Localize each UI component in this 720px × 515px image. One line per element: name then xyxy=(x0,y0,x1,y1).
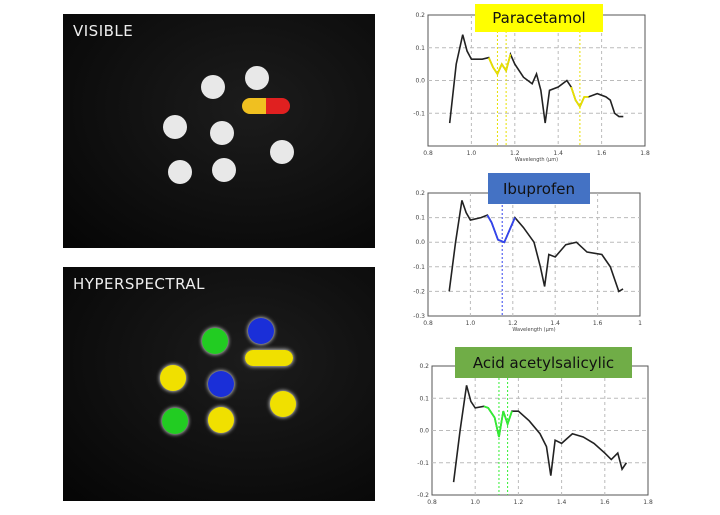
x-tick-label: 1.6 xyxy=(593,320,603,327)
spectrum-line xyxy=(448,34,624,124)
paracetamol-chart: 0.8 1.0 1.2 1.4 1.6 1.8 -0.1 0.0 0.1 0.2 Wavelengt… xyxy=(406,11,653,166)
pill xyxy=(248,318,274,344)
hyperspectral-photo: HYPERSPECTRAL xyxy=(63,267,375,501)
highlight-band xyxy=(487,54,512,76)
pill xyxy=(201,75,225,99)
x-tick-label: 1.6 xyxy=(597,150,607,157)
ibuprofen-chart: 0.8 1.0 1.2 1.4 1.6 1 -0.3 -0.2 -0.1 0.0 0.1 0.2 Wav… xyxy=(406,189,648,336)
spectrum-line xyxy=(452,385,628,483)
pill xyxy=(270,391,296,417)
pill xyxy=(245,66,269,90)
pill xyxy=(160,365,186,391)
x-tick-label: 1.2 xyxy=(508,320,518,327)
pill xyxy=(163,115,187,139)
pill xyxy=(270,140,294,164)
x-tick-label: 1.2 xyxy=(514,499,524,506)
y-tick-label: 0.0 xyxy=(419,428,429,435)
y-tick-label: 0.1 xyxy=(415,215,425,222)
x-tick-label: 1.2 xyxy=(510,150,520,157)
acetylsalicylic-chart: 0.8 1.0 1.2 1.4 1.6 1.8 -0.2 -0.1 0.0 0.1 0.2 xyxy=(410,362,656,515)
highlight-band xyxy=(483,405,513,438)
pill xyxy=(162,408,188,434)
y-tick-label: -0.1 xyxy=(413,264,425,271)
pill xyxy=(208,371,234,397)
x-tick-label: 1 xyxy=(638,320,642,327)
capsule xyxy=(242,98,290,114)
x-tick-label: 0.8 xyxy=(427,499,437,506)
x-tick-label: 1.6 xyxy=(600,499,610,506)
x-axis-label: Wavelength (µm) xyxy=(512,327,555,332)
acetylsalicylic-label: Acid acetylsalicylic xyxy=(455,347,632,378)
y-tick-label: -0.1 xyxy=(413,110,425,117)
spectrum-line xyxy=(448,200,624,293)
y-tick-label: 0.0 xyxy=(415,239,425,246)
x-tick-label: 1.4 xyxy=(550,320,560,327)
pill xyxy=(210,121,234,145)
y-tick-label: 0.2 xyxy=(415,12,425,19)
y-tick-label: 0.2 xyxy=(419,363,429,370)
y-tick-label: -0.1 xyxy=(417,460,429,467)
ibuprofen-label: Ibuprofen xyxy=(488,173,590,204)
highlight-band xyxy=(486,214,516,244)
capsule xyxy=(245,350,293,366)
x-tick-label: 1.0 xyxy=(466,320,476,327)
paracetamol-label: Paracetamol xyxy=(475,4,603,32)
y-tick-label: -0.2 xyxy=(413,288,425,295)
pill xyxy=(208,407,234,433)
x-tick-label: 0.8 xyxy=(423,150,433,157)
y-tick-label: 0.1 xyxy=(419,395,429,402)
y-tick-label: 0.0 xyxy=(415,78,425,85)
highlight-band xyxy=(570,86,589,109)
pill xyxy=(168,160,192,184)
x-tick-label: 1.4 xyxy=(557,499,567,506)
y-tick-label: 0.1 xyxy=(415,45,425,52)
x-tick-label: 1.4 xyxy=(553,150,563,157)
visible-title: VISIBLE xyxy=(73,22,134,40)
y-tick-label: 0.2 xyxy=(415,190,425,197)
x-tick-label: 1.8 xyxy=(640,150,650,157)
x-tick-label: 0.8 xyxy=(423,320,433,327)
x-tick-label: 1.0 xyxy=(467,150,477,157)
pill xyxy=(212,158,236,182)
y-tick-label: -0.2 xyxy=(417,492,429,499)
visible-photo: VISIBLE xyxy=(63,14,375,248)
x-tick-label: 1.8 xyxy=(643,499,653,506)
pill xyxy=(202,328,228,354)
x-tick-label: 1.0 xyxy=(470,499,480,506)
x-axis-label: Wavelength (µm) xyxy=(515,157,558,162)
y-tick-label: -0.3 xyxy=(413,313,425,320)
hyperspectral-title: HYPERSPECTRAL xyxy=(73,275,206,293)
